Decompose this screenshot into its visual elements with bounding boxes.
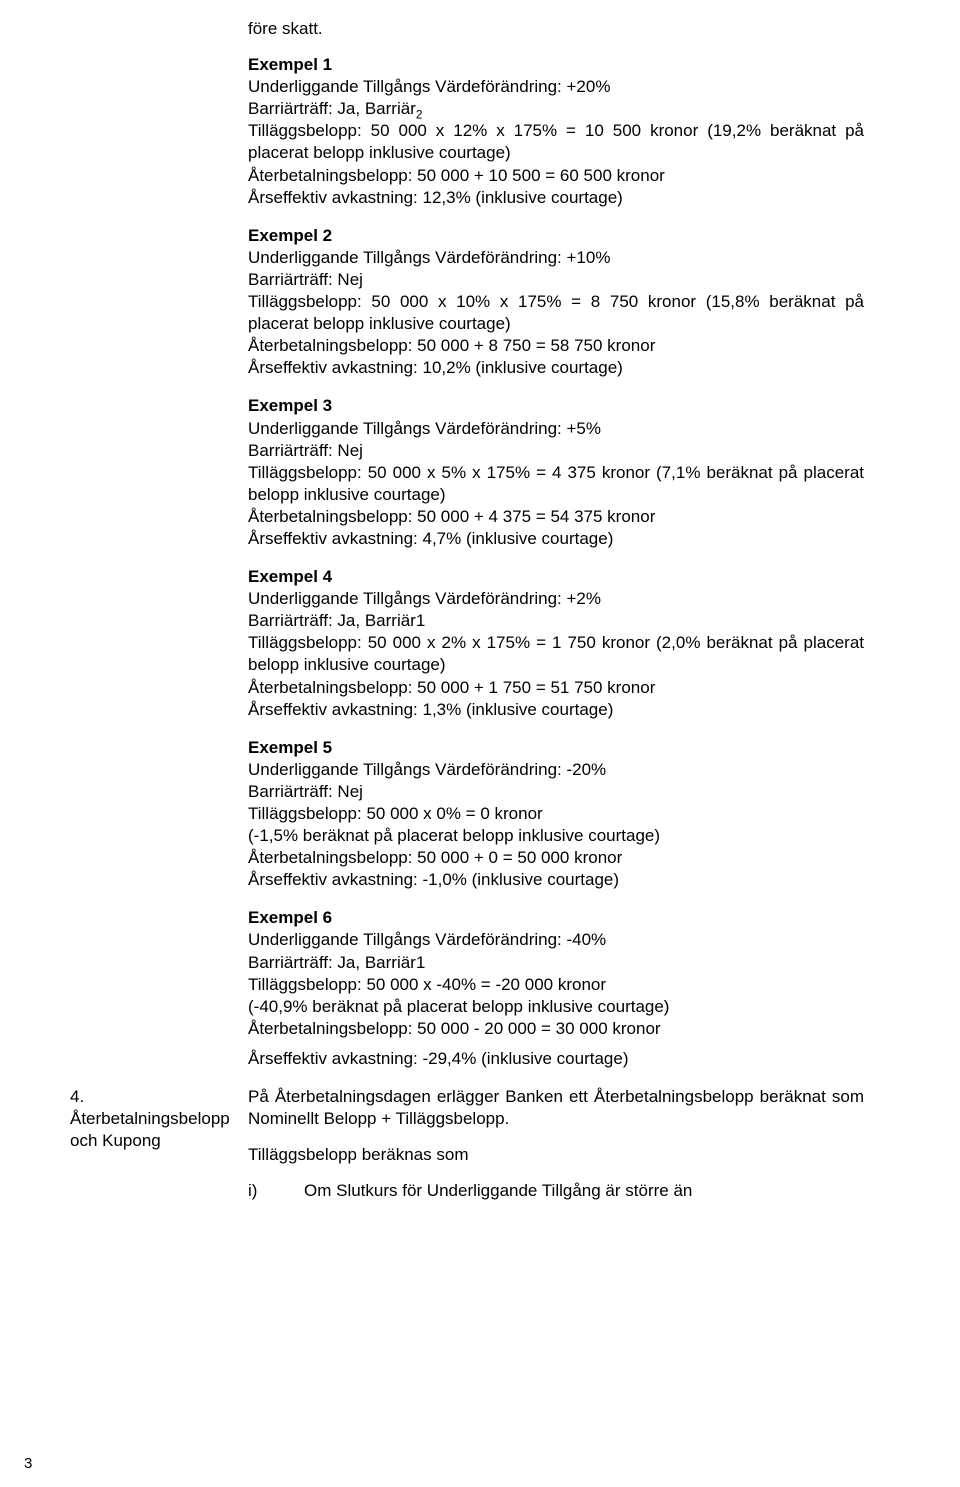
example-line: Underliggande Tillgångs Värdeförändring:… [248,929,864,951]
example-line: Tilläggsbelopp: 50 000 x 12% x 175% = 10… [248,120,864,164]
example-line: Återbetalningsbelopp: 50 000 + 4 375 = 5… [248,506,864,528]
section-4-row: 4. Återbetalningsbelopp och Kupong På Åt… [70,1086,864,1202]
example-title: Exempel 1 [248,54,864,76]
example-block: Exempel 4Underliggande Tillgångs Värdefö… [248,566,864,721]
example-line: Årseffektiv avkastning: 1,3% (inklusive … [248,699,864,721]
example-line: Årseffektiv avkastning: -1,0% (inklusive… [248,869,864,891]
example-line: Årseffektiv avkastning: 10,2% (inklusive… [248,357,864,379]
example-line: Återbetalningsbelopp: 50 000 - 20 000 = … [248,1018,864,1040]
example-line: Årseffektiv avkastning: 4,7% (inklusive … [248,528,864,550]
example-line: Barriärträff: Ja, Barriär2 [248,98,864,120]
examples-container: Exempel 1Underliggande Tillgångs Värdefö… [248,54,864,1070]
example-line: Tilläggsbelopp: 50 000 x 5% x 175% = 4 3… [248,462,864,506]
example-line: Årseffektiv avkastning: 12,3% (inklusive… [248,187,864,209]
section-4-item: i) Om Slutkurs för Underliggande Tillgån… [248,1180,864,1202]
intro-line: före skatt. [248,18,864,40]
example-line: Återbetalningsbelopp: 50 000 + 8 750 = 5… [248,335,864,357]
list-marker: i) [248,1180,304,1202]
example-line: Tilläggsbelopp: 50 000 x 0% = 0 kronor [248,803,864,825]
example-line: Återbetalningsbelopp: 50 000 + 0 = 50 00… [248,847,864,869]
section-4-body-cell: På Återbetalningsdagen erlägger Banken e… [248,1086,864,1202]
example-line-text: Barriärträff: Ja, Barriär [248,99,416,118]
example-line: Underliggande Tillgångs Värdeförändring:… [248,247,864,269]
example-title: Exempel 6 [248,907,864,929]
example-line: Barriärträff: Nej [248,440,864,462]
example-line: Barriärträff: Nej [248,781,864,803]
example-line: Underliggande Tillgångs Värdeförändring:… [248,76,864,98]
example-line: Underliggande Tillgångs Värdeförändring:… [248,418,864,440]
example-line: Barriärträff: Ja, Barriär1 [248,952,864,974]
example-title: Exempel 5 [248,737,864,759]
section-4-label: Återbetalningsbelopp och Kupong [70,1109,230,1150]
example-line: (-40,9% beräknat på placerat belopp inkl… [248,996,864,1018]
example-line: Tilläggsbelopp: 50 000 x 2% x 175% = 1 7… [248,632,864,676]
example-title: Exempel 3 [248,395,864,417]
section-4-number: 4. [70,1087,84,1106]
example-line: (-1,5% beräknat på placerat belopp inklu… [248,825,864,847]
example-line: Årseffektiv avkastning: -29,4% (inklusiv… [248,1048,864,1070]
example-line: Barriärträff: Nej [248,269,864,291]
example-block: Exempel 5Underliggande Tillgångs Värdefö… [248,737,864,892]
example-line: Tilläggsbelopp: 50 000 x 10% x 175% = 8 … [248,291,864,335]
section-4-label-cell: 4. Återbetalningsbelopp och Kupong [70,1086,248,1152]
example-block: Exempel 6Underliggande Tillgångs Värdefö… [248,907,864,1070]
example-line: Barriärträff: Ja, Barriär1 [248,610,864,632]
example-title: Exempel 2 [248,225,864,247]
content-column: före skatt. Exempel 1Underliggande Tillg… [248,18,864,1070]
example-line: Återbetalningsbelopp: 50 000 + 10 500 = … [248,165,864,187]
section-4-item-text: Om Slutkurs för Underliggande Tillgång ä… [304,1180,864,1202]
example-block: Exempel 3Underliggande Tillgångs Värdefö… [248,395,864,550]
example-block: Exempel 2Underliggande Tillgångs Värdefö… [248,225,864,380]
example-line: Underliggande Tillgångs Värdeförändring:… [248,759,864,781]
section-4-sub1: Tilläggsbelopp beräknas som [248,1144,864,1166]
example-line: Återbetalningsbelopp: 50 000 + 1 750 = 5… [248,677,864,699]
example-line: Underliggande Tillgångs Värdeförändring:… [248,588,864,610]
example-title: Exempel 4 [248,566,864,588]
page-number: 3 [24,1454,32,1474]
section-4-body: På Återbetalningsdagen erlägger Banken e… [248,1086,864,1130]
example-block: Exempel 1Underliggande Tillgångs Värdefö… [248,54,864,209]
example-line: Tilläggsbelopp: 50 000 x -40% = -20 000 … [248,974,864,996]
page: före skatt. Exempel 1Underliggande Tillg… [0,0,960,1487]
